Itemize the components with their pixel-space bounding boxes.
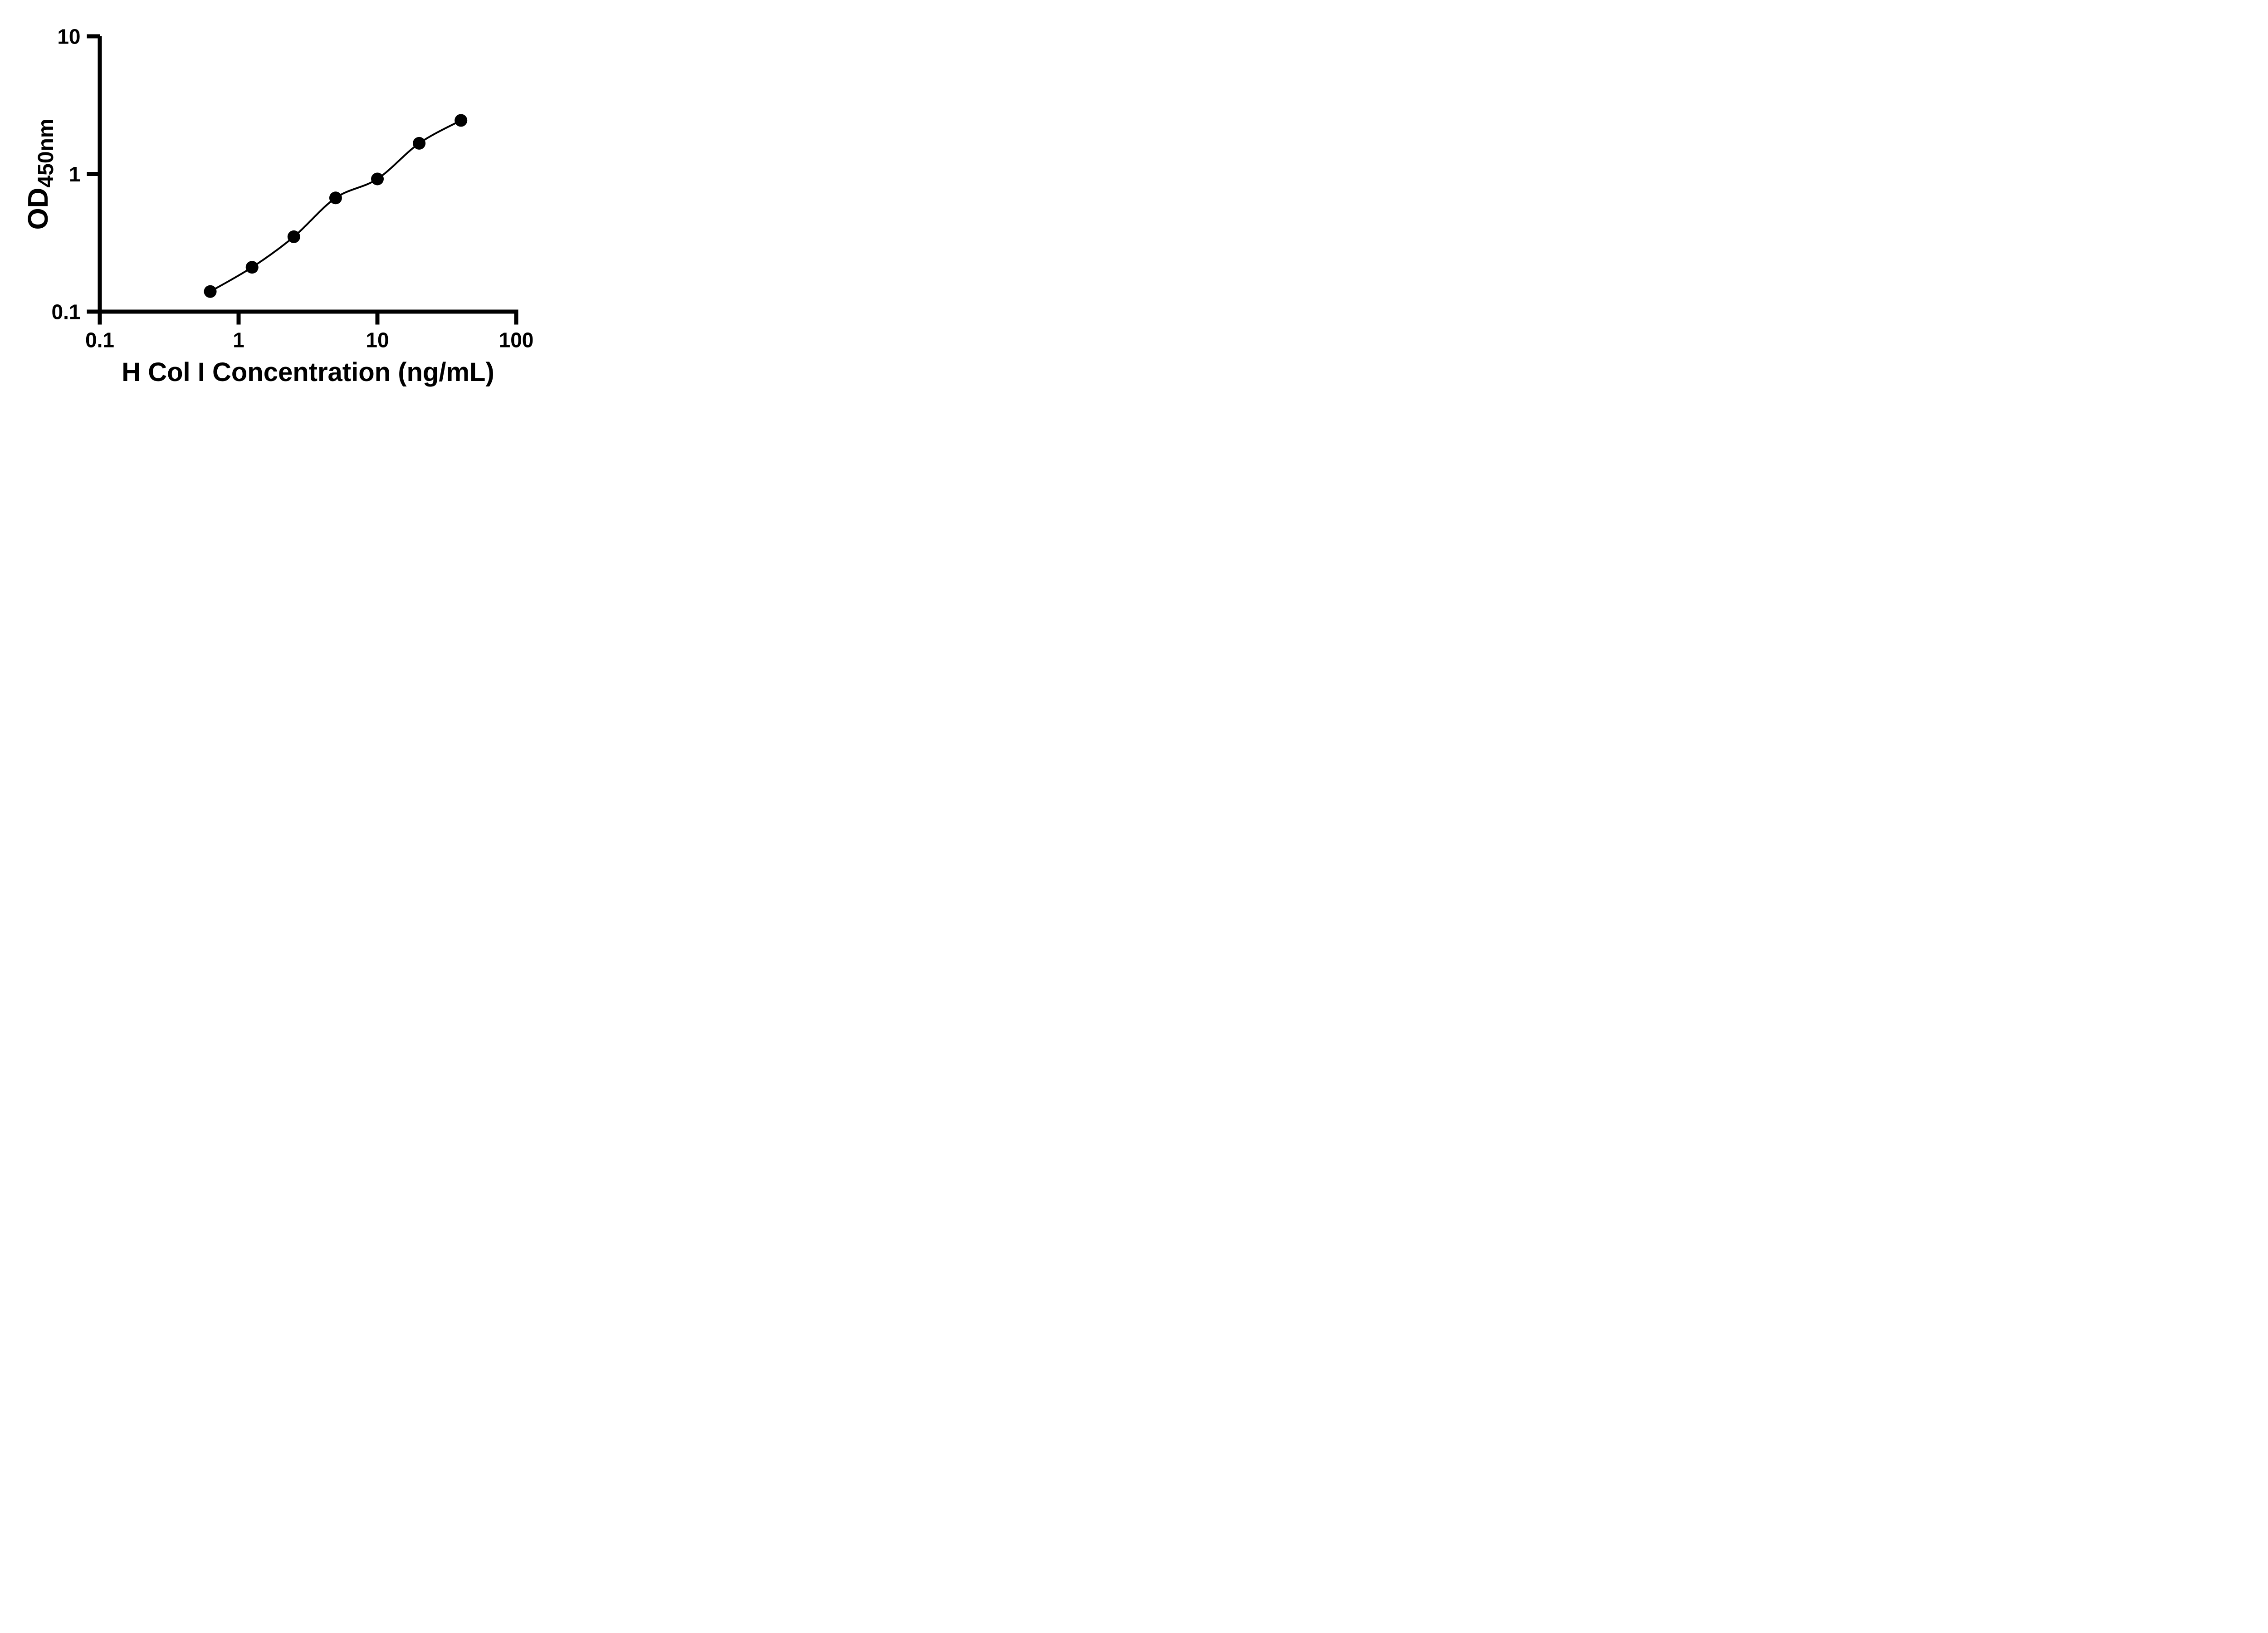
y-axis-title-subscript: 450nm xyxy=(34,118,58,187)
standard-curve-data-point xyxy=(371,172,384,186)
elisa-standard-curve-figure: 0.1 1 10 100 0.1 1 10 OD450nm H Col I Concentr… xyxy=(0,0,571,408)
plot-area: 0.1 1 10 100 0.1 1 10 xyxy=(52,25,534,352)
x-axis-title: H Col I Concentration (ng/mL) xyxy=(122,357,494,387)
standard-curve-data-point xyxy=(329,191,342,205)
y-tick-label: 1 xyxy=(69,162,81,186)
standard-curve-data-point xyxy=(204,285,217,298)
x-tick-label: 1 xyxy=(233,328,244,352)
x-tick-label: 0.1 xyxy=(85,328,114,352)
standard-curve-data-point xyxy=(287,230,300,243)
y-axis-title: OD450nm xyxy=(23,118,58,230)
y-axis-title-main: OD xyxy=(23,188,54,230)
standard-curve-data-point xyxy=(245,261,259,274)
standard-curve-data-point xyxy=(455,114,468,127)
standard-curve-chart: 0.1 1 10 100 0.1 1 10 OD450nm H Col I Concentr… xyxy=(23,25,534,387)
x-tick-label: 10 xyxy=(366,328,389,352)
x-tick-label: 100 xyxy=(499,328,534,352)
standard-curve-data-point xyxy=(413,137,426,150)
y-tick-label: 10 xyxy=(57,25,80,49)
y-tick-label: 0.1 xyxy=(52,300,81,324)
